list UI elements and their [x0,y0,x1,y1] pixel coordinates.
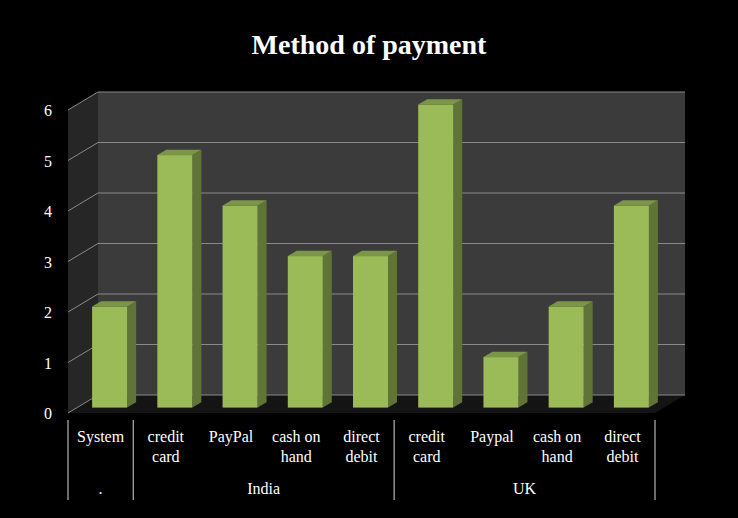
x-tick-label: directdebit [343,428,380,465]
bar-side [649,200,658,407]
y-tick-label: 0 [44,405,52,422]
bar-top [92,301,136,306]
bar-top [157,150,201,155]
bar-front [614,206,649,408]
bar [353,251,397,408]
x-tick-label: cash onhand [533,428,581,465]
group-label: . [99,480,103,497]
bar-side [323,251,332,408]
bar-top [353,251,397,256]
y-tick-label: 2 [44,304,52,321]
title: Method of payment [252,29,488,60]
x-tick-label: System [77,428,125,446]
group-separator [394,420,395,500]
bar-side [584,301,593,407]
bar-side [192,150,201,408]
bar-side [258,200,267,407]
bar [483,352,527,408]
group-separator [655,420,656,500]
x-tick-label: creditcard [409,428,446,465]
bar-front [353,256,388,408]
background [0,0,738,518]
bar [92,301,136,407]
x-tick-label: directdebit [604,428,641,465]
bar-front [483,357,518,408]
group-label: UK [513,480,537,497]
bar-side [388,251,397,408]
bar [418,99,462,407]
bar-front [157,155,192,408]
bar [549,301,593,407]
group-label: India [247,480,280,497]
y-tick-label: 4 [44,203,52,220]
bar-top [223,200,267,205]
bar-front [418,105,453,408]
bar-top [549,301,593,306]
chart: Method of payment 0 1 2 3 4 5 6 System creditcard… [0,0,738,518]
bar-side [518,352,527,408]
y-tick-label: 1 [44,355,52,372]
y-tick-label: 6 [44,102,52,119]
y-tick-label: 5 [44,153,52,170]
bar-top [418,99,462,104]
bar-top [288,251,332,256]
grid-line [68,92,685,110]
bar-front [288,256,323,408]
x-tick-label: Paypal [470,428,514,446]
bar-top [483,352,527,357]
bar-side [453,99,462,407]
bar-front [92,307,127,408]
bar [157,150,201,408]
x-tick-label: cash onhand [272,428,320,465]
x-tick-label: PayPal [209,428,254,446]
bar-side [127,301,136,407]
y-tick-label: 3 [44,254,52,271]
bar-front [549,307,584,408]
bar [223,200,267,407]
bars [92,99,658,407]
bar [288,251,332,408]
x-tick-label: creditcard [148,428,185,465]
group-separator [68,420,69,500]
bar [614,200,658,407]
bar-top [614,200,658,205]
group-separator [133,420,134,500]
bar-front [223,206,258,408]
